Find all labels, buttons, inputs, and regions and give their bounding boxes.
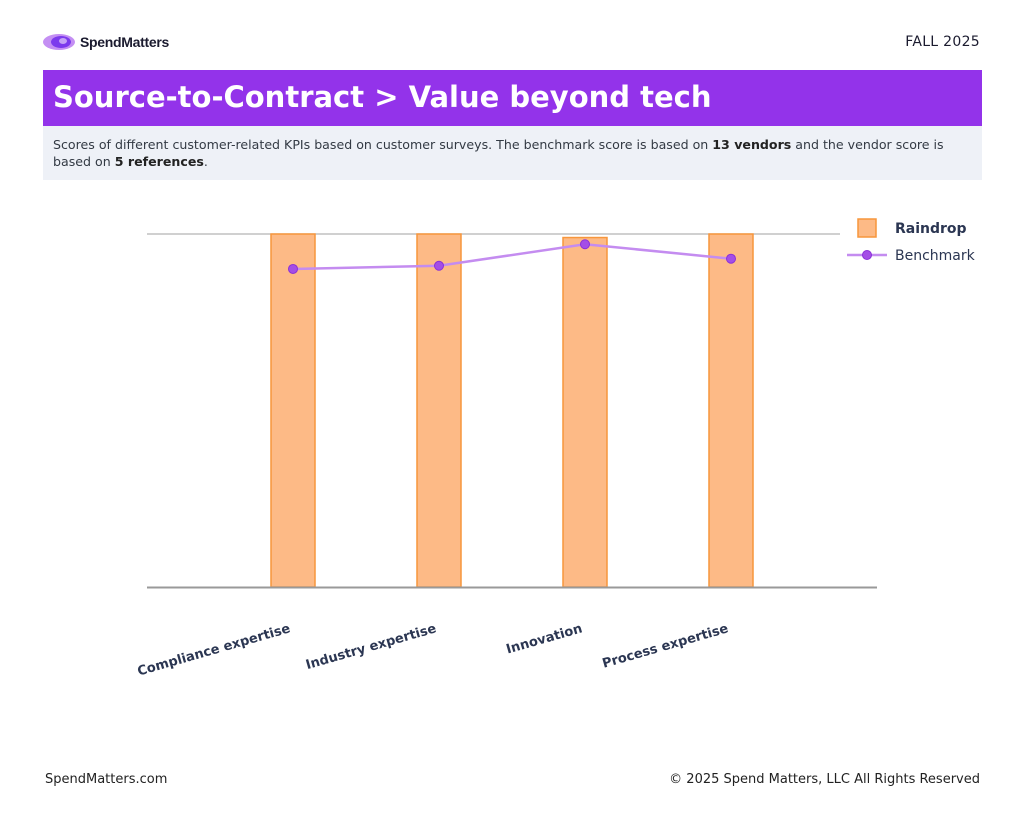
- description-references: 5 references: [114, 154, 204, 169]
- legend-benchmark-marker: [862, 250, 872, 260]
- bar-compliance-expertise: [270, 233, 316, 588]
- bar-industry-expertise: [416, 233, 462, 588]
- x-tick-label-3: Innovation: [505, 621, 584, 657]
- benchmark-point-4: [726, 253, 736, 264]
- benchmark-point-3: [580, 239, 590, 250]
- title-bar: Source-to-Contract > Value beyond tech: [43, 70, 982, 126]
- spend-matters-logo-icon: [43, 34, 75, 50]
- x-tick-label-2: Industry expertise: [304, 621, 438, 673]
- description-part1: Scores of different customer-related KPI…: [53, 137, 713, 152]
- page-title: Source-to-Contract > Value beyond tech: [53, 80, 712, 114]
- legend: Raindrop Benchmark: [847, 218, 976, 264]
- description-part3: .: [203, 154, 208, 169]
- footer-copyright: © 2025 Spend Matters, LLC All Rights Res…: [669, 772, 980, 787]
- benchmark-point-2: [434, 260, 444, 271]
- benchmark-line: [292, 242, 732, 271]
- bar-innovation: [562, 236, 608, 588]
- description-part2: and the vendor score is based on: [53, 137, 944, 169]
- logo-text: SpendMatters: [80, 34, 169, 50]
- footer-site-link[interactable]: SpendMatters.com: [45, 772, 168, 787]
- legend-raindrop-swatch: [857, 218, 877, 238]
- spend-matters-logo[interactable]: SpendMatters: [42, 30, 169, 54]
- benchmark-point-1: [288, 263, 298, 274]
- description-text: Scores of different customer-related KPI…: [53, 136, 968, 170]
- x-tick-label-1: Compliance expertise: [136, 621, 292, 679]
- season-label: FALL 2025: [905, 34, 980, 50]
- x-axis-labels: Compliance expertise Industry expertise In…: [136, 621, 730, 679]
- plot-area: [147, 233, 877, 589]
- legend-raindrop-label: Raindrop: [895, 221, 967, 237]
- bar-process-expertise: [708, 233, 754, 588]
- description-vendors: 13 vendors: [712, 137, 792, 152]
- description-box: Scores of different customer-related KPI…: [43, 126, 982, 180]
- legend-benchmark-label: Benchmark: [895, 248, 976, 264]
- x-tick-label-4: Process expertise: [601, 621, 731, 671]
